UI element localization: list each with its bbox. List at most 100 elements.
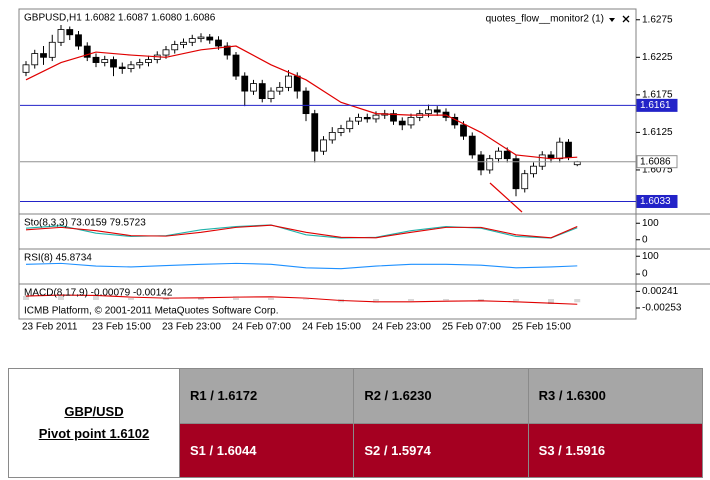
y-tick-label: 100 <box>642 218 659 229</box>
candle-body <box>538 154 546 167</box>
pivot-table: GBP/USD Pivot point 1.6102 R1 / 1.6172 R… <box>8 368 704 478</box>
candle-body <box>250 83 257 92</box>
candle-body <box>346 120 354 130</box>
y-tick-label: 0.00241 <box>642 286 679 297</box>
price-label-box <box>636 155 678 169</box>
candle-body <box>267 90 275 100</box>
candle-body <box>110 59 117 68</box>
watermark: ICMB Platform, © 2001-2011 MetaQuotes So… <box>24 306 279 317</box>
candle-body <box>398 120 406 126</box>
candle-body <box>407 116 415 126</box>
pivot: Pivot point 1.6102 <box>38 426 150 441</box>
x-tick-label: 25 Feb 07:00 <box>442 322 501 333</box>
cell: S2 / 1.5974 <box>353 422 529 478</box>
close-icon[interactable] <box>622 15 630 23</box>
cell: R2 / 1.6230 <box>353 368 529 424</box>
candle-body <box>320 139 327 152</box>
candle-body <box>162 49 170 56</box>
candle-body <box>433 109 441 113</box>
candle-body <box>530 165 537 175</box>
candle-body <box>171 44 179 51</box>
candle-body <box>390 113 397 122</box>
candle-body <box>127 64 135 69</box>
candle-body <box>215 39 222 47</box>
candle-body <box>75 34 82 47</box>
candle-body <box>372 114 380 120</box>
candle-body <box>136 62 144 66</box>
candle-body <box>232 54 240 77</box>
dropdown-icon[interactable] <box>609 18 615 22</box>
candle-body <box>468 135 476 156</box>
candle-body <box>31 53 39 66</box>
candle-body <box>188 38 196 43</box>
indicator-line <box>25 224 578 239</box>
price-label: 1.6086 <box>640 156 671 167</box>
y-tick-label: -0.00253 <box>642 303 682 314</box>
pivot-cell: GBP/USD Pivot point 1.6102 <box>8 368 180 478</box>
panel-title: Sto(8,3,3) 73.0159 79.5723 <box>24 218 146 229</box>
y-tick-label: 1.6225 <box>642 52 673 63</box>
candle-body <box>328 132 336 141</box>
cell: S1 / 1.6044 <box>178 422 355 478</box>
x-tick-label: 25 Feb 15:00 <box>512 322 571 333</box>
x-tick-label: 24 Feb 23:00 <box>372 322 431 333</box>
candle-body <box>206 36 214 41</box>
cell: R3 / 1.6300 <box>527 368 704 424</box>
y-tick-label: 0 <box>642 269 648 280</box>
candle-body <box>495 150 502 160</box>
candle-body <box>180 41 187 45</box>
price-label: 1.6161 <box>640 100 671 111</box>
cell: S3 / 1.5916 <box>527 422 704 478</box>
chart: 1.6275 1.6225 1.6175 1.6125 1.6075 23 Feb 201… <box>18 8 710 333</box>
indicator-line <box>25 262 578 270</box>
y-tick-label: 1.6175 <box>642 89 673 100</box>
candle-body <box>223 45 231 56</box>
candle-body <box>302 90 310 115</box>
x-tick-label: 23 Feb 2011 <box>22 322 78 333</box>
candle-body <box>101 59 109 63</box>
candle-body <box>503 150 511 160</box>
panel-title: RSI(8) 45.8734 <box>24 253 92 264</box>
candle-body <box>486 158 494 171</box>
panel-title: MACD(8,17,9) -0.00079 -0.00142 <box>24 288 173 299</box>
candle-body <box>355 116 362 122</box>
y-tick-label: 100 <box>642 251 659 262</box>
price-label-box <box>636 194 678 208</box>
candle-body <box>425 109 432 115</box>
price-label: 1.6033 <box>640 196 671 207</box>
candle-body <box>241 75 249 92</box>
candle-body <box>363 116 371 120</box>
indicator-line <box>25 294 578 305</box>
x-tick-label: 24 Feb 07:00 <box>232 322 291 333</box>
trend-line <box>489 182 523 213</box>
y-tick-label: 1.6275 <box>642 14 673 25</box>
candle-body <box>285 75 292 88</box>
candle-body <box>197 36 205 39</box>
candle-body <box>22 64 30 73</box>
candle-body <box>92 56 100 63</box>
candle-body <box>258 83 266 100</box>
candle-body <box>565 141 572 158</box>
candle-body <box>521 173 529 190</box>
candle-body <box>66 29 74 36</box>
cell: R1 / 1.6172 <box>178 368 355 424</box>
candle-body <box>311 113 319 152</box>
y-tick-label: 1.6075 <box>642 165 673 176</box>
x-tick-label: 23 Feb 15:00 <box>92 322 151 333</box>
indicator-line <box>25 224 578 239</box>
candle-body <box>276 86 284 92</box>
candle-body <box>83 45 91 58</box>
indicator-label: quotes_flow__monitor2 (1) <box>486 14 604 25</box>
candle-body <box>40 53 47 58</box>
candle-body <box>512 158 520 190</box>
x-tick-label: 23 Feb 23:00 <box>162 322 221 333</box>
x-tick-label: 24 Feb 15:00 <box>302 322 361 333</box>
price-label-box <box>636 98 678 112</box>
y-tick-label: 0 <box>642 234 648 245</box>
pair: GBP/USD <box>64 404 124 419</box>
candle-body <box>477 154 485 171</box>
candle-body <box>556 141 564 160</box>
candle-body <box>118 66 126 69</box>
candle-body <box>48 41 56 58</box>
